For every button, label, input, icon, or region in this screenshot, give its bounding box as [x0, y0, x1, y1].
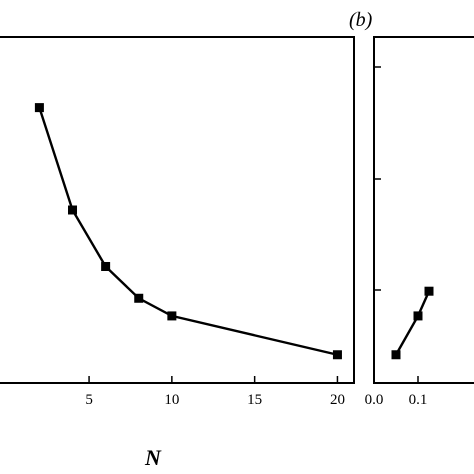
panel-a-x-axis-title: N — [144, 445, 162, 470]
panel-a-frame — [0, 36, 355, 384]
panel-a-x-tick-label: 10 — [164, 392, 179, 408]
panel-b-data-point — [424, 286, 434, 296]
panel-a-data-point — [34, 103, 44, 113]
panel-b-x-tick-label: 0.0 — [365, 392, 384, 408]
panel-a-x-tick-label: 15 — [247, 392, 262, 408]
panel-b-label: (b) — [349, 9, 373, 31]
panel-a-data-point — [332, 350, 342, 360]
panel-a-x-tick-label: 20 — [330, 392, 345, 408]
panel-a: 5 10 15 20 N — [0, 36, 355, 470]
panel-a-data-point — [68, 205, 78, 215]
panel-a-data-point — [101, 261, 111, 271]
panel-b-data-point — [413, 311, 423, 321]
panel-a-series-line — [38, 107, 338, 356]
panel-b-frame — [373, 36, 474, 384]
panel-a-data-point — [134, 293, 144, 303]
panel-b: 0.0 0.1 (b) — [349, 9, 474, 408]
panel-a-x-tick-label: 5 — [85, 392, 93, 408]
panel-a-data-point — [167, 311, 177, 321]
panel-b-series-line — [394, 290, 431, 356]
panel-b-x-tick-label: 0.1 — [409, 392, 428, 408]
panel-b-data-point — [391, 350, 401, 360]
